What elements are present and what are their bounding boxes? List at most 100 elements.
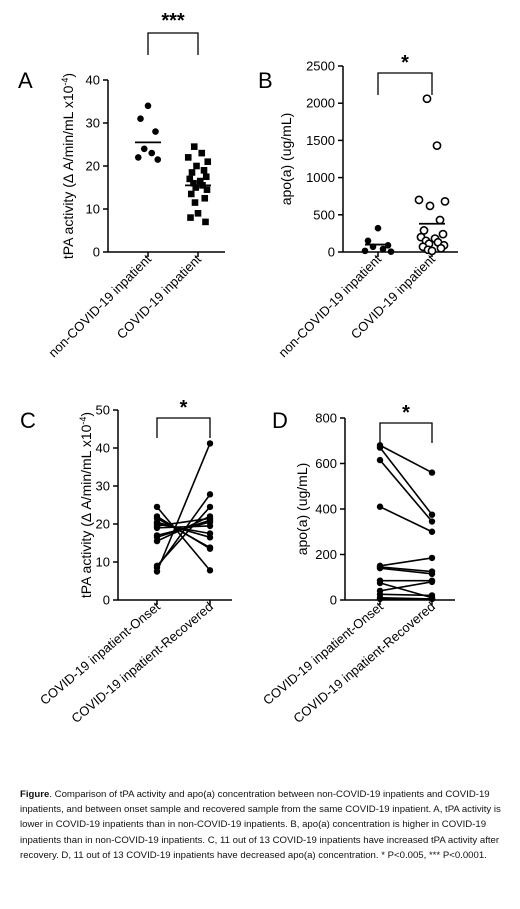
onset-point	[376, 595, 384, 603]
data-point-open	[422, 94, 432, 104]
x-category-label: non-COVID-19 inpatient	[275, 251, 384, 360]
data-point-square	[204, 158, 212, 165]
y-tick-label: 0	[103, 593, 110, 608]
y-tick-label: 30	[86, 116, 100, 131]
data-point-square	[187, 190, 195, 198]
recovered-point	[206, 491, 214, 498]
pair-segment	[379, 593, 433, 597]
data-point	[134, 154, 142, 161]
pair-segment	[156, 523, 211, 535]
significance-stars: *	[401, 52, 409, 74]
paired-line	[153, 503, 214, 569]
data-point-square	[191, 199, 199, 206]
data-point-square	[201, 194, 209, 202]
paired-line	[376, 503, 436, 535]
data-point	[379, 245, 387, 253]
y-tick-label: 10	[86, 202, 100, 217]
recovered-point	[206, 567, 214, 574]
figure-caption: Figure. Comparison of tPA activity and a…	[20, 787, 502, 863]
data-point-open	[438, 229, 448, 239]
y-axis-label: apo(a) (ug/mL)	[294, 463, 310, 556]
data-point-open	[432, 141, 442, 151]
data-point	[137, 115, 144, 122]
y-axis-label: tPA activity (Δ A/min/mL x10-4)	[78, 412, 94, 598]
paired-line	[376, 595, 436, 603]
onset-point	[376, 564, 384, 572]
onset-point	[376, 456, 384, 464]
y-tick-label: 200	[315, 547, 337, 562]
data-point-square	[194, 210, 202, 217]
data-point-square	[202, 218, 209, 226]
y-tick-label: 0	[330, 593, 337, 608]
data-point-square	[196, 177, 204, 185]
recovered-point	[428, 578, 436, 585]
y-axis-label: apo(a) (ug/mL)	[278, 113, 294, 206]
significance-bracket	[147, 32, 199, 55]
recovered-point	[428, 518, 436, 525]
pair-segment	[156, 506, 211, 567]
recovered-point	[428, 554, 436, 562]
paired-line	[376, 444, 436, 518]
paired-line	[153, 503, 214, 574]
pair-segment	[379, 567, 433, 575]
pair-segment	[156, 521, 211, 539]
significance-stars: *	[180, 397, 188, 419]
pair-segment	[156, 506, 211, 571]
y-tick-label: 500	[313, 207, 335, 222]
pair-segment	[379, 447, 433, 516]
data-point-square	[202, 173, 210, 181]
y-tick-label: 0	[93, 245, 100, 260]
pair-segment	[379, 444, 433, 474]
caption-text: . Comparison of tPA activity and apo(a) …	[20, 789, 501, 861]
onset-point	[153, 532, 161, 539]
pair-segment	[156, 515, 211, 550]
panel-letter: B	[258, 68, 273, 93]
y-tick-label: 1000	[306, 170, 335, 185]
data-point-open	[414, 195, 424, 205]
recovered-point	[428, 511, 436, 518]
y-tick-label: 2500	[306, 59, 335, 74]
onset-point	[376, 503, 384, 510]
data-point	[148, 149, 156, 157]
y-tick-label: 10	[96, 555, 110, 570]
data-point	[154, 156, 162, 163]
recovered-point	[428, 595, 436, 603]
recovered-point	[428, 528, 436, 535]
data-point-square	[190, 143, 198, 150]
data-point-open	[427, 246, 437, 256]
y-tick-label: 400	[315, 502, 337, 517]
y-tick-label: 30	[96, 479, 110, 494]
data-point-square	[200, 167, 208, 174]
data-point-square	[184, 154, 192, 161]
significance-bracket	[379, 422, 433, 443]
recovered-point	[206, 515, 214, 522]
pair-segment	[156, 443, 211, 572]
paired-line	[153, 513, 214, 552]
y-tick-label: 20	[86, 159, 100, 174]
data-point	[361, 247, 369, 255]
paired-line	[376, 564, 436, 578]
data-point	[364, 237, 372, 245]
paired-line	[153, 440, 214, 575]
panel-a: A 0 10 20 30 40 tPA activity (Δ A/min/mL x10-4…	[18, 10, 225, 360]
significance-bracket	[156, 417, 211, 438]
paired-line	[376, 442, 436, 476]
panel-letter: C	[20, 408, 36, 433]
data-point-square	[192, 184, 200, 191]
data-point-open	[425, 201, 435, 211]
y-tick-label: 600	[315, 456, 337, 471]
significance-stars: ***	[161, 10, 185, 32]
recovered-point	[206, 522, 214, 530]
data-point-open	[440, 197, 450, 206]
y-tick-label: 50	[96, 403, 110, 418]
onset-point	[153, 562, 161, 569]
recovered-point	[206, 545, 214, 552]
y-tick-label: 1500	[306, 133, 335, 148]
data-point	[144, 102, 152, 110]
pair-segment	[379, 566, 433, 573]
onset-point	[376, 444, 384, 451]
pair-segment	[379, 459, 433, 523]
y-tick-label: 800	[315, 411, 337, 426]
data-point	[387, 248, 395, 255]
